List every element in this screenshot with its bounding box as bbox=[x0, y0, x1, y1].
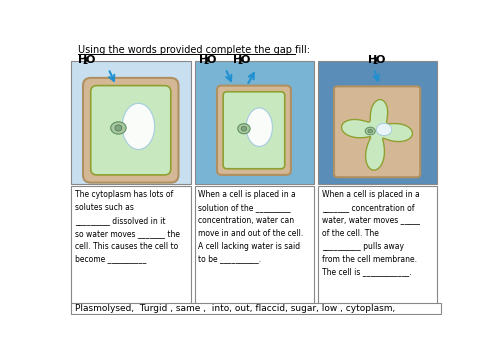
FancyBboxPatch shape bbox=[223, 92, 284, 169]
FancyBboxPatch shape bbox=[194, 187, 314, 303]
Ellipse shape bbox=[238, 124, 250, 134]
FancyBboxPatch shape bbox=[217, 86, 291, 175]
Text: H: H bbox=[78, 55, 87, 65]
FancyBboxPatch shape bbox=[72, 187, 191, 303]
FancyBboxPatch shape bbox=[72, 303, 441, 314]
Text: When a cell is placed in a
solution of the _________
concentration, water can
mo: When a cell is placed in a solution of t… bbox=[198, 190, 304, 264]
Text: Using the words provided complete the gap fill:: Using the words provided complete the ga… bbox=[78, 45, 310, 55]
Text: 2: 2 bbox=[82, 57, 87, 66]
Text: 2: 2 bbox=[238, 57, 243, 66]
Ellipse shape bbox=[241, 126, 246, 131]
Text: O: O bbox=[241, 55, 250, 65]
Ellipse shape bbox=[122, 103, 154, 149]
Ellipse shape bbox=[246, 108, 272, 147]
Polygon shape bbox=[342, 99, 412, 170]
Text: O: O bbox=[206, 55, 216, 65]
Text: 2: 2 bbox=[372, 57, 378, 66]
FancyBboxPatch shape bbox=[318, 61, 437, 184]
FancyBboxPatch shape bbox=[334, 86, 420, 177]
Text: O: O bbox=[86, 55, 94, 65]
Ellipse shape bbox=[115, 125, 122, 131]
Text: 2: 2 bbox=[203, 57, 208, 66]
Text: H: H bbox=[233, 55, 242, 65]
Text: When a cell is placed in a
_______ concentration of
water, water moves _____
of : When a cell is placed in a _______ conce… bbox=[322, 190, 420, 276]
Text: The cytoplasm has lots of
solutes such as
_________ dissolved in it
so water mov: The cytoplasm has lots of solutes such a… bbox=[76, 190, 180, 264]
Ellipse shape bbox=[368, 129, 372, 133]
Text: H: H bbox=[198, 55, 208, 65]
FancyBboxPatch shape bbox=[318, 187, 437, 303]
Text: H: H bbox=[368, 55, 377, 65]
Text: O: O bbox=[376, 55, 385, 65]
FancyBboxPatch shape bbox=[72, 61, 191, 184]
FancyBboxPatch shape bbox=[194, 61, 314, 184]
FancyBboxPatch shape bbox=[90, 86, 171, 175]
Ellipse shape bbox=[110, 122, 126, 134]
Ellipse shape bbox=[365, 127, 375, 135]
Text: Plasmolysed,  Turgid , same ,  into, out, flaccid, sugar, low , cytoplasm,: Plasmolysed, Turgid , same , into, out, … bbox=[76, 304, 396, 313]
Ellipse shape bbox=[376, 123, 392, 136]
FancyBboxPatch shape bbox=[83, 78, 178, 183]
